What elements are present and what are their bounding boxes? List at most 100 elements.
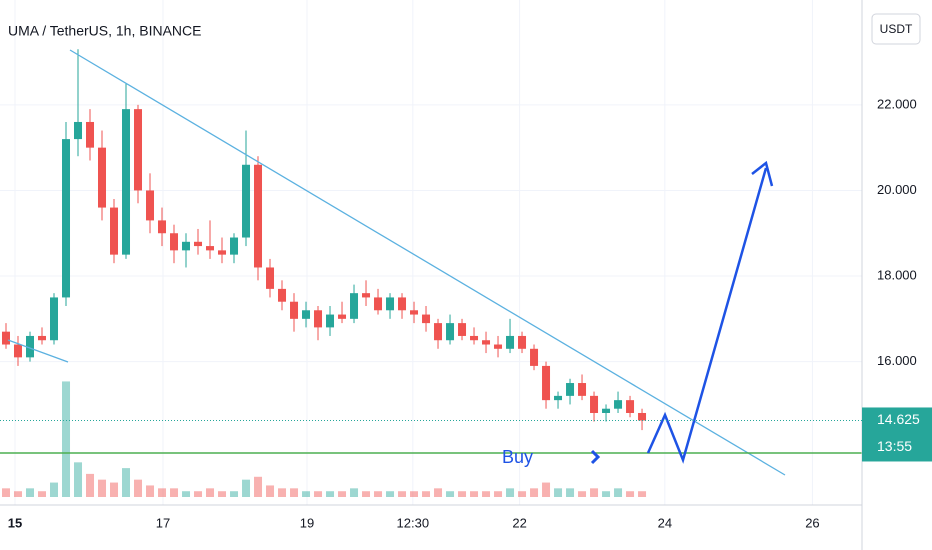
candle-body <box>314 310 323 328</box>
volume-bar <box>638 491 647 497</box>
volume-bar <box>50 482 59 497</box>
y-tick-label: 18.000 <box>877 267 917 282</box>
candle-body <box>326 314 335 328</box>
volume-bar <box>362 491 371 497</box>
candle-body <box>458 323 467 336</box>
volume-bar <box>614 488 623 497</box>
candle-body <box>50 297 59 341</box>
candle-body <box>134 109 143 191</box>
volume-bar <box>2 488 11 497</box>
volume-bar <box>74 462 83 497</box>
countdown-label: 13:55 <box>877 438 912 454</box>
candle-body <box>230 237 239 255</box>
candle-body <box>218 250 227 255</box>
candle-body <box>302 310 311 319</box>
candle-body <box>434 323 443 341</box>
candle-body <box>278 288 287 302</box>
candle-body <box>350 293 359 319</box>
candle-body <box>506 335 515 349</box>
volume-bar <box>218 491 227 497</box>
x-tick-label: 26 <box>805 515 819 530</box>
candles <box>2 49 647 431</box>
candle-body <box>470 335 479 341</box>
candle-body <box>26 335 35 358</box>
y-tick-label: 20.000 <box>877 182 917 197</box>
candle-body <box>614 400 623 409</box>
candle-body <box>38 335 47 341</box>
volume-bar <box>446 491 455 497</box>
volume-bar <box>86 473 95 497</box>
volume-bar <box>530 488 539 497</box>
volume-bar <box>470 491 479 497</box>
volume-bar <box>14 491 23 497</box>
volume-bar <box>578 491 587 497</box>
volume-bar <box>290 488 299 497</box>
candle-body <box>518 335 527 349</box>
candle-body <box>590 395 599 413</box>
candle-body <box>182 241 191 251</box>
volume-bar <box>350 488 359 497</box>
arrow-head <box>751 160 774 187</box>
volume-bar <box>410 491 419 497</box>
candle-body <box>170 233 179 251</box>
candle-body <box>530 348 539 366</box>
trend-line <box>7 339 69 363</box>
candle-body <box>482 340 491 345</box>
candle-body <box>146 190 155 221</box>
x-tick-label: 15 <box>8 515 22 530</box>
candle-body <box>446 323 455 341</box>
candle-body <box>158 220 167 234</box>
volume-bar <box>278 488 287 497</box>
volume-bar <box>494 491 503 497</box>
x-tick-label: 24 <box>658 515 672 530</box>
chart-title: UMA / TetherUS, 1h, BINANCE <box>8 23 201 39</box>
volume-bar <box>122 468 131 497</box>
candle-body <box>542 365 551 401</box>
candle-body <box>554 395 563 401</box>
candle-body <box>74 121 83 140</box>
x-tick-label: 22 <box>512 515 526 530</box>
volume-bar <box>242 479 251 497</box>
candle-body <box>122 109 131 255</box>
volume-bar <box>266 485 275 497</box>
y-tick-label: 22.000 <box>877 96 917 111</box>
volume-bar <box>38 491 47 497</box>
volume-bar <box>338 491 347 497</box>
volume-bar <box>182 491 191 497</box>
volume-bar <box>602 491 611 497</box>
candle-body <box>254 164 263 268</box>
volume-bar <box>194 491 203 497</box>
currency-label: USDT <box>880 22 913 36</box>
volume-bar <box>302 491 311 497</box>
last-price-label: 14.625 <box>877 411 920 427</box>
candle-body <box>566 383 575 396</box>
candle-body <box>14 344 23 358</box>
volume-bar <box>398 491 407 497</box>
x-tick-label: 19 <box>300 515 314 530</box>
candle-body <box>578 383 587 396</box>
candle-body <box>602 408 611 413</box>
volume-bar <box>458 491 467 497</box>
currency-button[interactable] <box>871 13 921 45</box>
candle-body <box>626 400 635 413</box>
volume-bar <box>98 479 107 497</box>
volume-bar <box>230 491 239 497</box>
candle-body <box>422 314 431 324</box>
volume-bar <box>110 482 119 497</box>
candle-body <box>638 412 647 421</box>
x-tick-label: 12:30 <box>397 515 430 530</box>
grid <box>0 0 862 505</box>
y-tick-label: 16.000 <box>877 353 917 368</box>
candle-body <box>386 297 395 311</box>
volume-bar <box>506 488 515 497</box>
volume-bar <box>482 491 491 497</box>
candle-body <box>410 310 419 315</box>
candle-body <box>362 293 371 298</box>
volume-bar <box>554 488 563 497</box>
candle-body <box>266 267 275 289</box>
volume-bar <box>146 485 155 497</box>
volume-bar <box>374 491 383 497</box>
volume-bar <box>170 488 179 497</box>
candle-body <box>290 301 299 319</box>
